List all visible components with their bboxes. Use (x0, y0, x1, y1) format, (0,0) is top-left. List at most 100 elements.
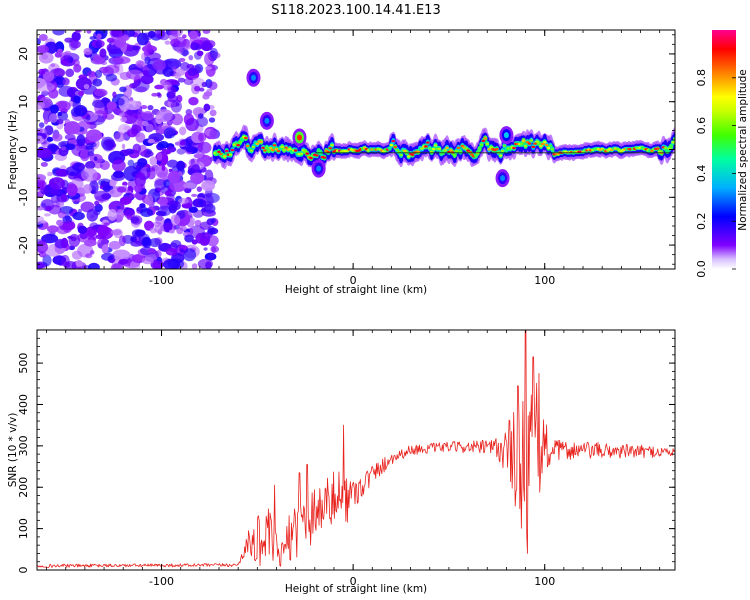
signal-band-core (671, 141, 675, 144)
noise-speckle (118, 112, 126, 118)
signal-band-core (529, 139, 534, 142)
noise-speckle (185, 108, 193, 116)
signal-band-core (322, 156, 327, 159)
noise-speckle (87, 151, 95, 157)
signal-band-core (437, 147, 442, 151)
signal-band-core (479, 143, 484, 147)
signal-band-core (539, 144, 543, 148)
noise-speckle (84, 239, 97, 247)
colorbar-tick-label: 0.8 (695, 69, 708, 87)
signal-band-core (483, 137, 488, 140)
noise-speckle (183, 182, 196, 189)
noise-speckle (166, 193, 175, 203)
signal-band-core (255, 142, 260, 146)
noise-speckle (204, 233, 209, 238)
noise-speckle (142, 236, 152, 249)
noise-speckle (86, 208, 99, 222)
noise-speckle (154, 114, 163, 119)
spectrogram-ytick-label: 10 (17, 95, 30, 109)
noise-speckle (180, 61, 190, 71)
noise-speckle (94, 200, 100, 206)
noise-speckle (168, 30, 179, 42)
noise-speckle (122, 34, 129, 41)
noise-speckle (176, 227, 184, 235)
noise-speckle (98, 178, 112, 187)
noise-speckle (43, 119, 49, 125)
signal-band-core (280, 145, 285, 149)
noise-speckle (41, 233, 59, 244)
signal-band-core (456, 146, 461, 150)
noise-speckle (77, 225, 88, 234)
noise-speckle (157, 171, 168, 178)
noise-speckle (196, 186, 203, 192)
noise-speckle (94, 190, 110, 202)
noise-speckle (64, 121, 81, 135)
spectrogram-ytick-label: 20 (17, 47, 30, 61)
noise-speckle (45, 205, 52, 212)
signal-band-core (217, 150, 221, 153)
noise-speckle (56, 219, 64, 227)
noise-speckle (92, 78, 103, 87)
noise-speckle (37, 240, 48, 254)
noise-speckle (204, 66, 212, 70)
signal-band-core (548, 144, 553, 147)
noise-speckle (203, 91, 213, 97)
noise-speckle (64, 143, 76, 151)
noise-speckle (141, 111, 155, 121)
signal-band-core (288, 147, 292, 151)
noise-speckle (196, 50, 204, 57)
spectral-blob-core (500, 175, 506, 182)
noise-speckle (131, 124, 142, 134)
noise-speckle (104, 64, 120, 75)
noise-speckle (112, 56, 131, 65)
noise-speckle (164, 40, 171, 45)
signal-band-core (244, 136, 248, 140)
noise-speckle (92, 99, 107, 109)
signal-band-core (531, 145, 536, 149)
noise-speckle (184, 187, 192, 194)
noise-speckle (62, 77, 71, 86)
noise-speckle (209, 109, 217, 117)
noise-speckle (194, 85, 201, 92)
signal-band-core (251, 145, 256, 149)
noise-speckle (99, 48, 107, 58)
colorbar-tick-label: 0.6 (695, 117, 708, 135)
spectrogram-ytick-label: -10 (17, 188, 30, 206)
noise-speckle (203, 103, 211, 112)
signal-band-core (426, 141, 430, 144)
noise-speckle (142, 120, 149, 127)
signal-band-core (276, 149, 281, 153)
signal-band-core (541, 142, 545, 146)
noise-speckle (60, 193, 68, 202)
noise-speckle (134, 172, 146, 188)
noise-speckle (72, 162, 86, 172)
noise-speckle (176, 160, 186, 171)
signal-band-core (427, 147, 432, 150)
signal-band-core (512, 146, 516, 150)
noise-speckle (178, 126, 187, 136)
noise-speckle (84, 161, 96, 170)
signal-band-core (533, 142, 537, 145)
signal-band-core (272, 144, 277, 147)
noise-speckle (74, 30, 81, 33)
noise-speckle (157, 205, 172, 217)
noise-speckle (154, 84, 164, 90)
noise-speckle (140, 105, 148, 110)
signal-band-core (420, 147, 424, 150)
noise-speckle (50, 68, 66, 78)
noise-speckle (177, 197, 189, 205)
noise-speckle (64, 50, 72, 56)
signal-band-core (263, 149, 267, 152)
snr-ytick-label: 300 (17, 435, 30, 456)
noise-speckle (197, 141, 212, 154)
noise-speckle (120, 116, 128, 123)
noise-speckle (139, 203, 146, 209)
noise-speckle (201, 180, 216, 192)
noise-speckle (183, 248, 197, 262)
signal-band-core (230, 148, 235, 152)
colorbar-gradient (712, 30, 736, 269)
signal-band-core (389, 143, 394, 147)
spectrogram-ylabel: Frequency (Hz) (7, 110, 19, 189)
noise-speckle (172, 66, 177, 72)
